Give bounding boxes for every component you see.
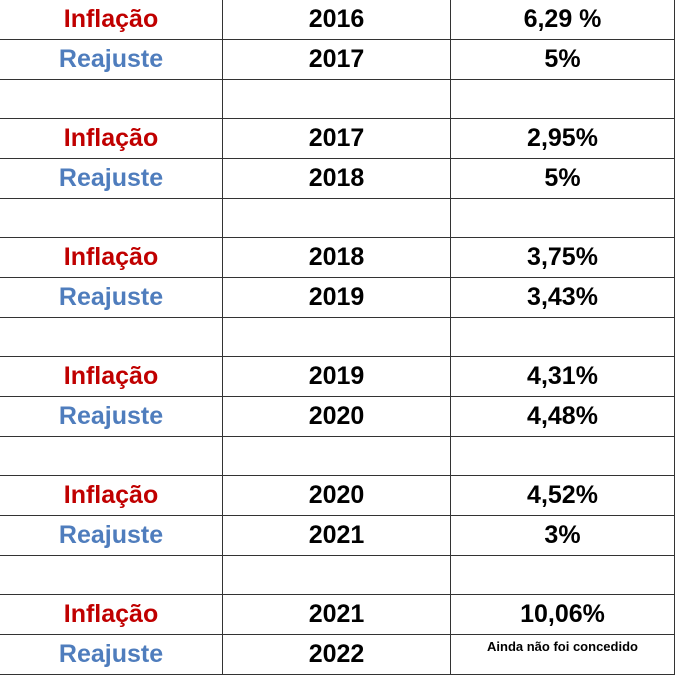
year-cell[interactable]: 2019: [223, 357, 451, 397]
table-row: Inflação 2019 4,31%: [0, 357, 675, 397]
inflacao-label-cell[interactable]: Inflação: [0, 595, 223, 635]
inflacao-label-cell[interactable]: Inflação: [0, 357, 223, 397]
empty-cell[interactable]: [451, 556, 675, 595]
table-row: Inflação 2018 3,75%: [0, 238, 675, 278]
spacer-row: [0, 318, 675, 357]
empty-cell[interactable]: [451, 318, 675, 357]
reajuste-label-cell[interactable]: Reajuste: [0, 516, 223, 556]
table-row: Reajuste 2020 4,48%: [0, 397, 675, 437]
table-row: Reajuste 2019 3,43%: [0, 278, 675, 318]
year-cell[interactable]: 2016: [223, 0, 451, 40]
empty-cell[interactable]: [0, 318, 223, 357]
percent-cell[interactable]: 3%: [451, 516, 675, 556]
reajuste-label-cell[interactable]: Reajuste: [0, 159, 223, 199]
percent-cell[interactable]: 10,06%: [451, 595, 675, 635]
inflacao-label-cell[interactable]: Inflação: [0, 119, 223, 159]
year-cell[interactable]: 2020: [223, 476, 451, 516]
table-row: Inflação 2016 6,29 %: [0, 0, 675, 40]
reajuste-label-cell[interactable]: Reajuste: [0, 278, 223, 318]
empty-cell[interactable]: [223, 318, 451, 357]
percent-cell[interactable]: 5%: [451, 159, 675, 199]
table-row: Reajuste 2022 Ainda não foi concedido: [0, 635, 675, 675]
spacer-row: [0, 199, 675, 238]
empty-cell[interactable]: [0, 80, 223, 119]
note-cell[interactable]: Ainda não foi concedido: [451, 635, 675, 675]
percent-cell[interactable]: 3,75%: [451, 238, 675, 278]
year-cell[interactable]: 2021: [223, 595, 451, 635]
inflacao-label-cell[interactable]: Inflação: [0, 238, 223, 278]
empty-cell[interactable]: [451, 80, 675, 119]
percent-cell[interactable]: 2,95%: [451, 119, 675, 159]
empty-cell[interactable]: [223, 80, 451, 119]
percent-cell[interactable]: 4,31%: [451, 357, 675, 397]
table-row: Reajuste 2017 5%: [0, 40, 675, 80]
inflacao-label-cell[interactable]: Inflação: [0, 0, 223, 40]
year-cell[interactable]: 2019: [223, 278, 451, 318]
spacer-row: [0, 437, 675, 476]
spacer-row: [0, 80, 675, 119]
table-row: Reajuste 2021 3%: [0, 516, 675, 556]
empty-cell[interactable]: [0, 437, 223, 476]
empty-cell[interactable]: [451, 437, 675, 476]
year-cell[interactable]: 2020: [223, 397, 451, 437]
empty-cell[interactable]: [223, 556, 451, 595]
reajuste-label-cell[interactable]: Reajuste: [0, 635, 223, 675]
reajuste-label-cell[interactable]: Reajuste: [0, 397, 223, 437]
empty-cell[interactable]: [223, 199, 451, 238]
empty-cell[interactable]: [451, 199, 675, 238]
table-row: Inflação 2020 4,52%: [0, 476, 675, 516]
inflacao-label-cell[interactable]: Inflação: [0, 476, 223, 516]
empty-cell[interactable]: [0, 556, 223, 595]
percent-cell[interactable]: 3,43%: [451, 278, 675, 318]
reajuste-label-cell[interactable]: Reajuste: [0, 40, 223, 80]
year-cell[interactable]: 2021: [223, 516, 451, 556]
percent-cell[interactable]: 4,52%: [451, 476, 675, 516]
year-cell[interactable]: 2018: [223, 159, 451, 199]
percent-cell[interactable]: 4,48%: [451, 397, 675, 437]
percent-cell[interactable]: 6,29 %: [451, 0, 675, 40]
table-row: Inflação 2017 2,95%: [0, 119, 675, 159]
percent-cell[interactable]: 5%: [451, 40, 675, 80]
year-cell[interactable]: 2018: [223, 238, 451, 278]
empty-cell[interactable]: [0, 199, 223, 238]
table-row: Reajuste 2018 5%: [0, 159, 675, 199]
year-cell[interactable]: 2017: [223, 40, 451, 80]
empty-cell[interactable]: [223, 437, 451, 476]
year-cell[interactable]: 2022: [223, 635, 451, 675]
year-cell[interactable]: 2017: [223, 119, 451, 159]
table-row: Inflação 2021 10,06%: [0, 595, 675, 635]
spacer-row: [0, 556, 675, 595]
